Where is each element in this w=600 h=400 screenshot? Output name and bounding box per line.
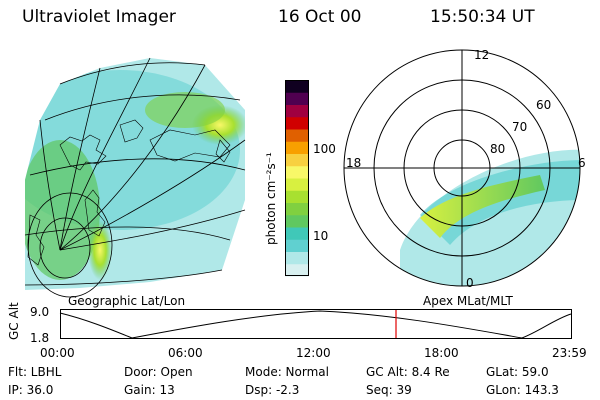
colorbar-segment [285, 178, 309, 191]
colorbar-segment [285, 141, 309, 154]
colorbar-segment [285, 116, 309, 130]
gc-alt-ytick-min: 1.8 [30, 331, 50, 345]
info-gain: Gain: 13 [124, 383, 175, 397]
colorbar-segment [285, 104, 309, 118]
info-ip: IP: 36.0 [8, 383, 54, 397]
mlat-label-70: 70 [512, 120, 528, 134]
colorbar-segment [285, 190, 309, 203]
colorbar-segment [285, 129, 309, 142]
colorbar-segment [285, 227, 309, 240]
date-label: 16 Oct 00 [278, 7, 362, 27]
mlt-label-12: 12 [474, 48, 490, 62]
info-mode: Mode: Normal [245, 365, 329, 379]
info-dsp: Dsp: -2.3 [245, 383, 300, 397]
info-seq: Seq: 39 [366, 383, 412, 397]
info-door: Door: Open [124, 365, 193, 379]
time-tick-1800: 18:00 [424, 346, 459, 360]
time-tick-0600: 06:00 [168, 346, 203, 360]
colorbar-segment [285, 80, 309, 93]
mlat-label-80: 80 [490, 142, 506, 156]
gc-alt-ylabel: GC Alt [7, 302, 21, 340]
geographic-caption: Geographic Lat/Lon [68, 294, 186, 308]
gc-alt-plot [59, 309, 572, 339]
time-tick-0000: 00:00 [40, 346, 75, 360]
colorbar-segment [285, 214, 309, 228]
colorbar-segment [285, 202, 309, 216]
colorbar-border [285, 80, 309, 276]
colorbar-segment [285, 239, 309, 252]
info-glon: GLon: 143.3 [486, 383, 559, 397]
mlt-label-18: 18 [346, 156, 362, 170]
mlat-label-60: 60 [536, 98, 552, 112]
gc-alt-ytick-max: 9.0 [30, 305, 50, 319]
colorbar-segment [285, 92, 309, 105]
time-tick-2359: 23:59 [552, 346, 587, 360]
apex-caption: Apex MLat/MLT [423, 294, 513, 308]
colorbar-segment [285, 153, 309, 167]
time-tick-1200: 12:00 [296, 346, 331, 360]
info-gc-alt: GC Alt: 8.4 Re [366, 365, 450, 379]
info-glat: GLat: 59.0 [486, 365, 549, 379]
mlt-label-6: 6 [578, 156, 586, 170]
colorbar-tick-10: 10 [313, 229, 329, 243]
colorbar-tick-100: 100 [313, 142, 336, 156]
colorbar-segment [285, 263, 309, 277]
mlt-label-0: 0 [466, 276, 474, 290]
time-label: 15:50:34 UT [430, 7, 535, 27]
info-filter: Flt: LBHL [8, 365, 62, 379]
colorbar-segment [285, 165, 309, 179]
colorbar [285, 80, 309, 277]
colorbar-segment [285, 251, 309, 265]
instrument-title: Ultraviolet Imager [22, 7, 176, 27]
